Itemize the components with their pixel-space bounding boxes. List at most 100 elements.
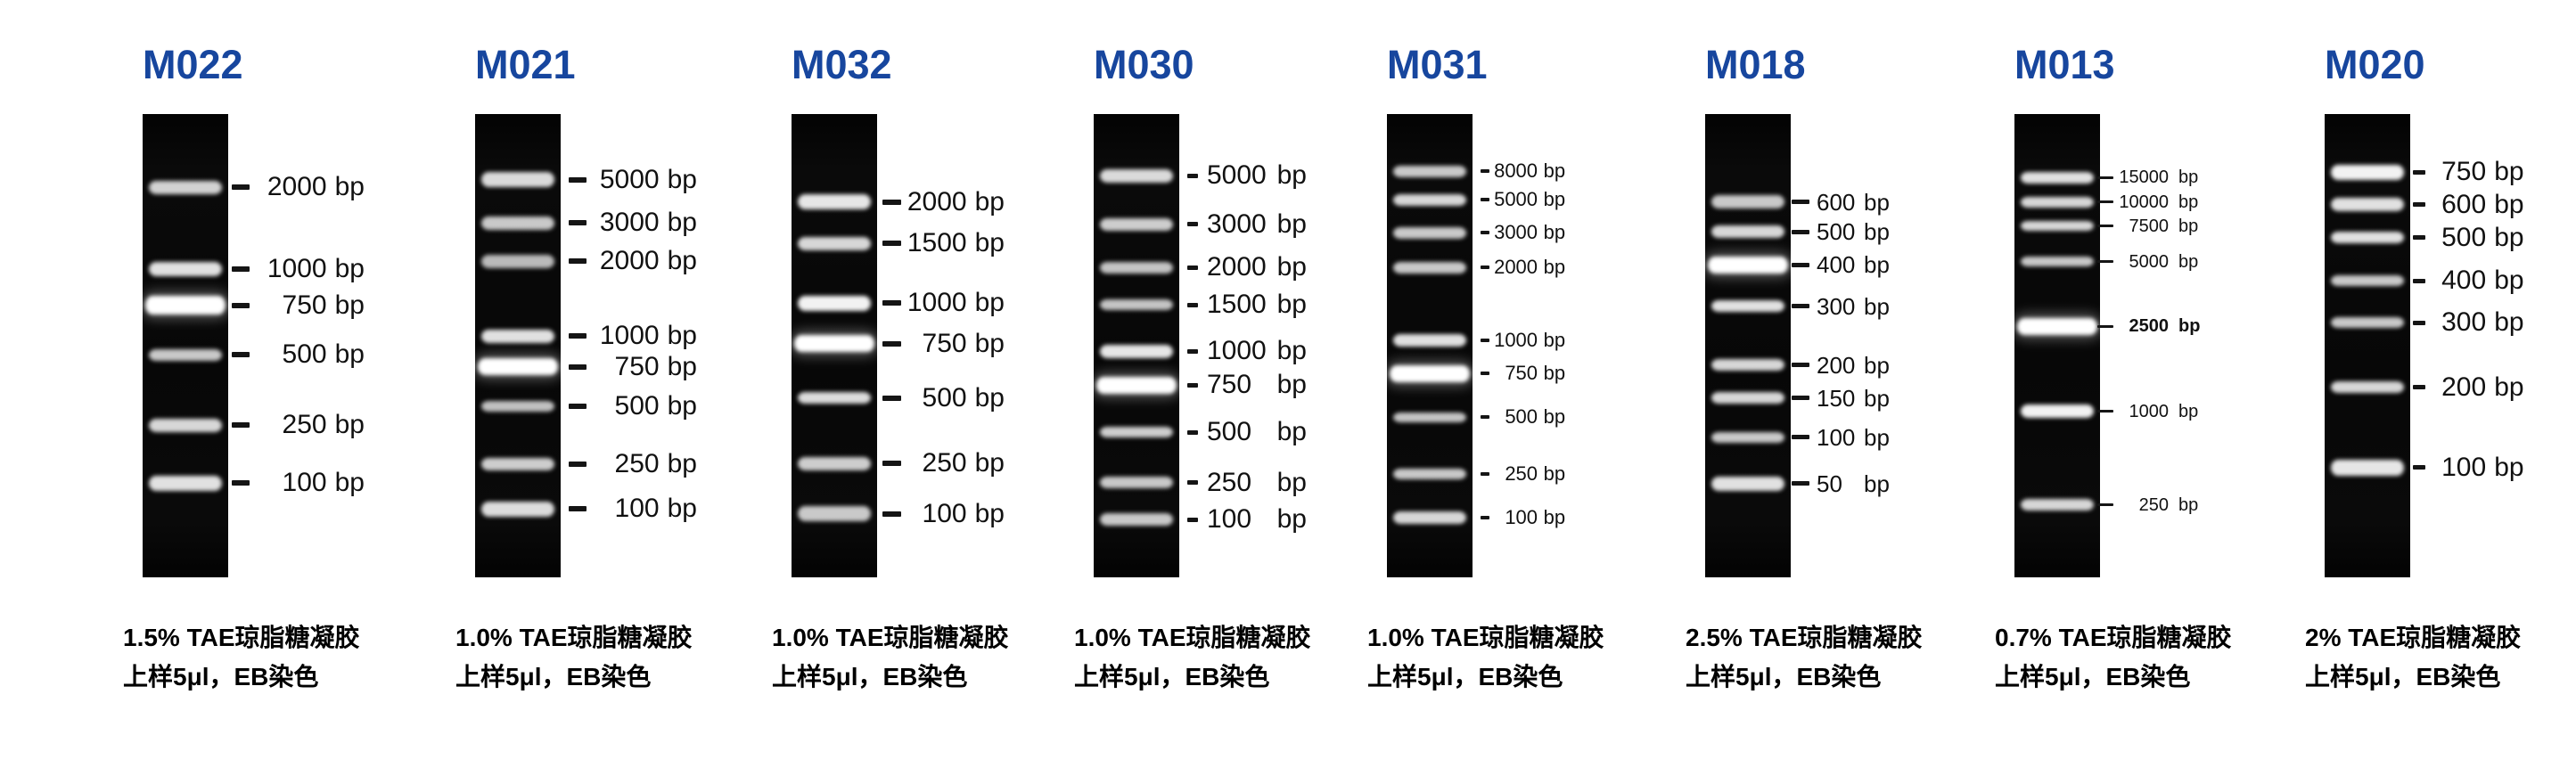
gel-band-5000bp	[2021, 257, 2094, 267]
tick-mark-icon	[882, 511, 901, 517]
band-unit: bp	[1543, 188, 1566, 211]
gel-band-250bp	[798, 456, 871, 470]
gel-band-50bp	[1711, 476, 1784, 491]
band-unit: bp	[334, 290, 365, 320]
tick-mark-icon	[1187, 348, 1198, 354]
band-size: 3000	[1207, 208, 1267, 239]
gel-image	[1094, 114, 1179, 577]
band-size: 2000	[267, 172, 327, 202]
band-unit: bp	[1276, 370, 1307, 400]
gel-band-3000bp	[1393, 226, 1466, 239]
tick-mark-icon	[232, 184, 250, 191]
band-unit: bp	[1276, 208, 1307, 239]
band-unit: bp	[2178, 316, 2201, 337]
tick-mark-icon	[1792, 435, 1809, 440]
tick-mark-icon	[2097, 410, 2113, 413]
caption-gel-type: 0.7% TAE琼脂糖凝胶	[1995, 624, 2232, 651]
lane-caption: 1.0% TAE琼脂糖凝胶 上样5μl，EB染色	[1367, 618, 1604, 697]
tick-mark-icon	[1481, 198, 1489, 202]
band-unit: bp	[2178, 251, 2199, 272]
band-label-100bp: 100 bp	[2413, 453, 2524, 481]
tick-mark-icon	[232, 302, 250, 308]
band-size: 100	[614, 494, 660, 524]
band-label-200bp: 200 bp	[1792, 354, 1890, 377]
band-size: 750	[922, 328, 967, 358]
tick-mark-icon	[1187, 222, 1198, 227]
band-label-250bp: 250 bp	[2097, 496, 2198, 514]
band-unit: bp	[334, 410, 365, 440]
band-label-100bp: 100 bp	[882, 500, 1005, 527]
gel-band-150bp	[1711, 392, 1784, 404]
tick-mark-icon	[569, 506, 587, 512]
band-size: 500	[922, 382, 967, 413]
band-size: 5000	[1494, 188, 1538, 211]
band-size: 7500	[2129, 216, 2170, 236]
tick-mark-icon	[1481, 372, 1489, 376]
band-size: 200	[1817, 351, 1856, 379]
gel-band-750bp	[145, 296, 226, 315]
band-size: 1500	[907, 228, 967, 258]
band-label-2000bp: 2000 bp	[1187, 254, 1307, 281]
gel-band-2500bp	[2017, 317, 2097, 335]
tick-mark-icon	[2097, 225, 2113, 228]
band-unit: bp	[334, 468, 365, 498]
tick-mark-icon	[232, 422, 250, 429]
band-unit: bp	[2494, 189, 2524, 219]
band-label-5000bp: 5000 bp	[1187, 162, 1307, 189]
band-unit: bp	[1276, 252, 1307, 282]
gel-image	[2014, 114, 2100, 577]
gel-band-2000bp	[1393, 261, 1466, 274]
gel-image	[1705, 114, 1791, 577]
caption-gel-type: 1.0% TAE琼脂糖凝胶	[455, 624, 693, 651]
gel-band-3000bp	[481, 216, 554, 230]
gel-band-1000bp	[149, 262, 222, 277]
band-label-2000bp: 2000 bp	[1481, 257, 1565, 277]
caption-gel-type: 2% TAE琼脂糖凝胶	[2305, 624, 2522, 651]
band-label-1000bp: 1000 bp	[882, 290, 1005, 316]
band-size: 2000	[1207, 252, 1267, 282]
band-unit: bp	[334, 254, 365, 284]
band-label-300bp: 300 bp	[2413, 309, 2524, 336]
band-unit: bp	[1543, 362, 1566, 385]
band-size: 1000	[907, 288, 967, 318]
gel-band-1000bp	[1393, 334, 1466, 347]
band-unit: bp	[1543, 159, 1566, 183]
band-size: 250	[922, 448, 967, 478]
band-size: 750	[2441, 157, 2487, 186]
tick-mark-icon	[2413, 278, 2425, 283]
band-label-500bp: 500 bp	[882, 382, 1005, 413]
band-unit: bp	[974, 288, 1005, 318]
lane-caption: 2.5% TAE琼脂糖凝胶 上样5μl，EB染色	[1686, 618, 1923, 697]
band-size: 250	[2138, 494, 2169, 515]
gel-band-500bp	[798, 392, 871, 404]
band-unit: bp	[667, 321, 697, 351]
band-label-100bp: 100 bp	[1187, 506, 1307, 533]
band-unit: bp	[1543, 405, 1566, 429]
band-size: 2500	[2129, 316, 2170, 337]
band-label-7500bp: 7500 bp	[2097, 217, 2198, 235]
gel-band-250bp	[2021, 499, 2094, 511]
band-size: 3000	[1494, 221, 1538, 244]
band-unit: bp	[2494, 157, 2524, 186]
gel-band-100bp	[149, 475, 222, 491]
band-size: 5000	[1207, 160, 1267, 191]
band-unit: bp	[1864, 423, 1890, 451]
band-size: 2000	[1494, 256, 1538, 279]
band-size: 250	[1207, 467, 1252, 497]
caption-loading-info: 上样5μl，EB染色	[1995, 663, 2191, 690]
tick-mark-icon	[882, 241, 901, 247]
band-label-1000bp: 1000 bp	[1481, 331, 1565, 350]
band-size: 2000	[599, 246, 660, 276]
tick-mark-icon	[2413, 235, 2425, 241]
tick-mark-icon	[1792, 363, 1809, 368]
band-label-500bp: 500 bp	[569, 393, 697, 420]
band-unit: bp	[1276, 504, 1307, 534]
tick-mark-icon	[2413, 385, 2425, 390]
gel-band-250bp	[481, 458, 554, 471]
caption-gel-type: 1.0% TAE琼脂糖凝胶	[1367, 624, 1604, 651]
band-label-750bp: 750 bp	[1481, 364, 1565, 383]
band-unit: bp	[1864, 188, 1890, 216]
band-unit: bp	[1543, 256, 1566, 279]
gel-band-8000bp	[1393, 165, 1466, 177]
caption-loading-info: 上样5μl，EB染色	[1074, 663, 1270, 690]
